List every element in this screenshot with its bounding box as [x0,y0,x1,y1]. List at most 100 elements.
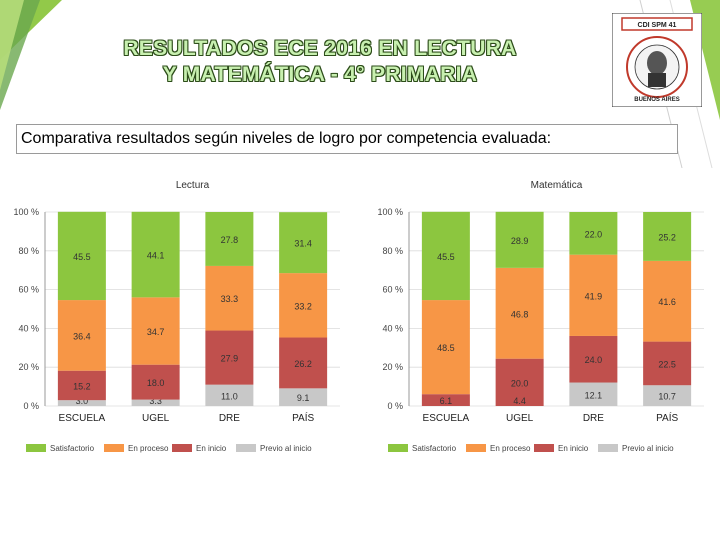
lectura-x-tick-label: UGEL [142,413,170,424]
lectura-legend-label: En proceso [128,443,169,453]
matematica-chart-title: Matemática [531,180,583,191]
lectura-x-tick-label: ESCUELA [59,413,106,424]
chart-subtitle: Comparativa resultados según niveles de … [16,124,678,154]
lectura-bar-satisfactorio-pais [279,212,328,274]
matematica-data-label: 48.5 [437,343,455,353]
matematica-legend-label: Satisfactorio [412,443,457,453]
lectura-x-tick-label: DRE [219,413,240,424]
lectura-bar-en-proceso-ugel [131,297,180,365]
lectura-x-tick-label: PAÍS [292,411,314,424]
matematica-data-label: 25.2 [658,232,676,242]
lectura-data-label: 36.4 [73,331,91,341]
lectura-bar-en-inicio-pais [279,337,328,389]
lectura-legend-label: Satisfactorio [50,443,95,453]
lectura-y-tick-label: 100 % [13,207,39,217]
matematica-y-tick-label: 20 % [382,362,403,372]
lectura-legend-item-previo-al-inicio: Previo al inicio [236,438,312,458]
lectura-data-label: 3.0 [76,396,89,406]
lectura-legend-item-satisfactorio: Satisfactorio [26,438,94,458]
matematica-chart: Matemática 0 % 20 % 40 % 60 % 80 % 100 % 6.1 48.… [377,180,704,424]
lectura-data-label: 34.7 [147,327,165,337]
matematica-legend-swatch [534,444,554,452]
matematica-bar-en-proceso-dre [569,254,618,336]
matematica-y-tick-label: 80 % [382,246,403,256]
lectura-legend-swatch [172,444,192,452]
title-line-2: Y MATEMÁTICA - 4° PRIMARIA [162,63,478,86]
matematica-legend-label: Previo al inicio [622,443,674,453]
matematica-data-label: 22.5 [658,359,676,369]
lectura-data-label: 31.4 [294,239,312,249]
matematica-data-label: 41.6 [658,297,676,307]
matematica-y-tick-label: 40 % [382,323,403,333]
matematica-bar-en-proceso-escuela [421,300,470,395]
lectura-chart-panel: Lectura 0 % 20 % 40 % 60 % 80 % 100 % 3.0 15.2 36… [0,168,356,458]
matematica-data-label: 24.0 [585,355,603,365]
lectura-data-label: 44.1 [147,251,165,261]
lectura-bar-en-inicio-dre [205,330,254,385]
lectura-bar-previo-al-inicio-escuela [57,400,106,406]
lectura-data-label: 33.3 [221,294,239,304]
lectura-data-label: 26.2 [294,359,312,369]
matematica-data-label: 4.4 [513,396,526,406]
school-logo: CDI SPM 41 BUENOS AIRES [612,13,702,107]
matematica-bar-en-proceso-ugel [495,267,544,359]
lectura-data-label: 18.0 [147,378,165,388]
matematica-data-label: 46.8 [511,309,529,319]
lectura-bar-en-inicio-escuela [57,370,106,401]
lectura-legend-item-en-proceso: En proceso [104,438,168,458]
lectura-y-tick-label: 0 % [23,401,39,411]
matematica-data-label: 10.7 [658,392,676,402]
lectura-chart-title: Lectura [176,180,210,191]
matematica-y-tick-label: 100 % [377,207,403,217]
matematica-data-label: 12.1 [585,390,603,400]
matematica-legend-swatch [466,444,486,452]
matematica-bar-previo-al-inicio-pais [643,385,692,406]
matematica-bar-satisfactorio-escuela [421,211,470,301]
matematica-legend-swatch [598,444,618,452]
lectura-bar-satisfactorio-escuela [57,211,106,301]
matematica-bar-satisfactorio-dre [569,212,618,255]
matematica-data-label: 6.1 [440,396,453,406]
matematica-legend-item-en-proceso: En proceso [466,438,530,458]
lectura-y-tick-label: 80 % [18,246,39,256]
matematica-bar-satisfactorio-pais [643,212,692,261]
lectura-data-label: 11.0 [221,391,238,401]
lectura-bar-satisfactorio-ugel [131,211,180,298]
matematica-legend-item-satisfactorio: Satisfactorio [388,438,456,458]
matematica-x-tick-label: DRE [583,413,604,424]
lectura-y-tick-label: 40 % [18,323,39,333]
matematica-legend: Satisfactorio En proceso En inicio Previo a… [388,438,718,460]
lectura-bar-previo-al-inicio-pais [279,388,328,406]
matematica-bar-satisfactorio-ugel [495,211,544,268]
matematica-bar-en-inicio-ugel [495,358,544,406]
matematica-data-label: 41.9 [585,291,603,301]
lectura-legend: Satisfactorio En proceso En inicio Previo a… [26,438,356,460]
lectura-data-label: 3.3 [149,396,162,406]
title-line-1: RESULTADOS ECE 2016 EN LECTURA [123,37,517,60]
lectura-legend-swatch [236,444,256,452]
lectura-y-tick-label: 20 % [18,362,39,372]
matematica-data-label: 22.0 [585,229,603,239]
lectura-legend-swatch [104,444,124,452]
lectura-bar-en-proceso-pais [279,273,328,338]
matematica-y-tick-label: 60 % [382,285,403,295]
lectura-data-label: 27.9 [221,354,239,364]
matematica-bar-en-inicio-escuela [421,394,470,406]
logo-bottom-text: BUENOS AIRES [634,97,679,103]
matematica-bar-en-proceso-pais [643,260,692,342]
matematica-legend-swatch [388,444,408,452]
lectura-legend-label: En inicio [196,443,227,453]
matematica-data-label: 45.5 [437,252,455,262]
lectura-bar-en-inicio-ugel [131,364,180,400]
lectura-bar-en-proceso-escuela [57,300,106,371]
logo-top-text: CDI SPM 41 [638,22,677,29]
matematica-legend-item-previo-al-inicio: Previo al inicio [598,438,674,458]
lectura-y-tick-label: 60 % [18,285,39,295]
matematica-bar-en-inicio-pais [643,341,692,386]
corner-decoration [0,0,62,110]
matematica-data-label: 20.0 [511,378,529,388]
page-title: RESULTADOS ECE 2016 EN LECTURA Y MATEMÁT… [60,36,580,88]
lectura-data-label: 9.1 [297,393,310,403]
lectura-data-label: 27.8 [221,235,239,245]
lectura-data-label: 45.5 [73,252,91,262]
